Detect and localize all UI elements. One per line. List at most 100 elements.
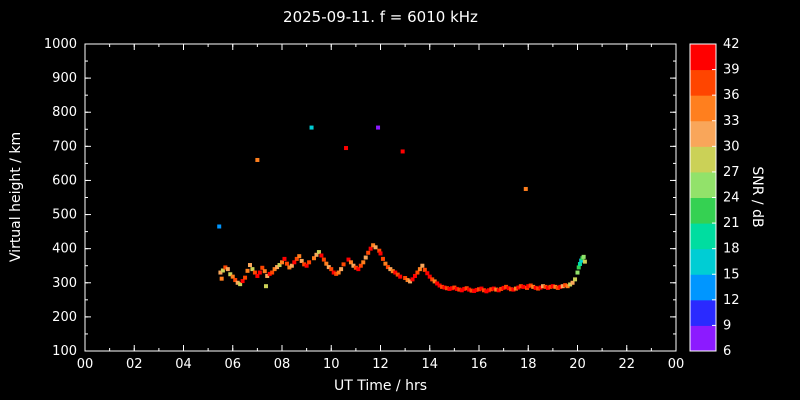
data-point <box>469 288 474 293</box>
data-point <box>329 267 334 272</box>
data-point <box>390 269 395 274</box>
data-point <box>307 260 312 265</box>
data-point <box>294 256 299 261</box>
data-point <box>309 125 314 130</box>
data-point <box>430 277 435 282</box>
data-point <box>479 286 484 291</box>
data-point <box>321 257 326 262</box>
colorbar-segment <box>690 44 716 71</box>
data-point <box>437 283 442 288</box>
data-point <box>245 268 250 273</box>
colorbar-tick-label: 39 <box>723 63 740 78</box>
data-point <box>292 260 297 265</box>
data-point <box>541 284 546 289</box>
x-tick-label: 04 <box>175 357 192 372</box>
data-point <box>486 288 491 293</box>
data-point <box>270 270 275 275</box>
data-point <box>417 267 422 272</box>
data-point <box>481 288 486 293</box>
data-point <box>217 224 222 229</box>
colorbar-segment <box>690 171 716 198</box>
data-point <box>319 253 324 258</box>
data-point <box>504 284 509 289</box>
data-point <box>371 243 376 248</box>
x-tick-label: 22 <box>618 357 635 372</box>
data-point <box>553 284 558 289</box>
data-point <box>511 287 516 292</box>
data-point <box>575 270 580 275</box>
data-point <box>302 262 307 267</box>
data-point <box>361 260 366 265</box>
colorbar-segment <box>690 95 716 122</box>
data-point <box>442 285 447 290</box>
data-point <box>408 279 413 284</box>
data-point <box>538 285 543 290</box>
x-tick-label: 18 <box>520 357 537 372</box>
data-point <box>393 270 398 275</box>
colorbar-segment <box>690 274 716 301</box>
colorbar-tick-label: 27 <box>723 165 740 180</box>
chart-title: 2025-09-11. f = 6010 kHz <box>283 8 478 26</box>
data-point <box>494 287 499 292</box>
data-point <box>489 287 494 292</box>
data-point <box>548 284 553 289</box>
data-point <box>225 267 230 272</box>
y-tick-label: 700 <box>52 139 77 154</box>
data-point <box>230 274 235 279</box>
x-tick-label: 02 <box>126 357 143 372</box>
data-point <box>238 282 243 287</box>
data-point <box>385 265 390 270</box>
colorbar-segment <box>690 299 716 326</box>
colorbar-segment <box>690 197 716 224</box>
data-point <box>282 256 287 261</box>
data-point <box>491 286 496 291</box>
data-point <box>579 258 584 263</box>
data-point <box>526 284 531 289</box>
data-point <box>435 281 440 286</box>
colorbar-segment <box>690 223 716 250</box>
data-point <box>240 279 245 284</box>
colorbar-tick-label: 42 <box>723 37 740 52</box>
data-point <box>218 270 223 275</box>
data-point <box>334 271 339 276</box>
data-point <box>275 265 280 270</box>
data-point <box>383 261 388 266</box>
data-point <box>563 283 568 288</box>
data-point <box>459 288 464 293</box>
data-point <box>496 288 501 293</box>
y-tick-label: 1000 <box>44 37 77 52</box>
data-point <box>513 286 518 291</box>
data-point <box>521 284 526 289</box>
data-point <box>410 277 415 282</box>
colorbar-tick-label: 15 <box>723 267 740 282</box>
data-point <box>420 263 425 268</box>
data-point <box>398 274 403 279</box>
data-point <box>518 284 523 289</box>
data-point <box>581 254 586 259</box>
data-point <box>422 267 427 272</box>
data-point <box>573 277 578 282</box>
colorbar-segment <box>690 248 716 275</box>
data-point <box>516 285 521 290</box>
data-point <box>378 251 383 256</box>
data-point <box>444 286 449 291</box>
data-point <box>373 245 378 250</box>
data-point <box>223 265 228 270</box>
data-point <box>509 287 514 292</box>
x-tick-label: 00 <box>668 357 685 372</box>
colorbar-segment <box>690 146 716 173</box>
data-point <box>558 284 563 289</box>
data-point <box>380 256 385 261</box>
data-point <box>555 285 560 290</box>
colorbar-tick-label: 12 <box>723 293 740 308</box>
colorbar-tick-label: 9 <box>723 318 731 333</box>
data-point <box>336 270 341 275</box>
x-tick-label: 00 <box>77 357 94 372</box>
y-tick-label: 200 <box>52 310 77 325</box>
data-point <box>314 252 319 257</box>
colorbar-tick-label: 18 <box>723 242 740 257</box>
data-point <box>339 267 344 272</box>
data-point <box>550 284 555 289</box>
